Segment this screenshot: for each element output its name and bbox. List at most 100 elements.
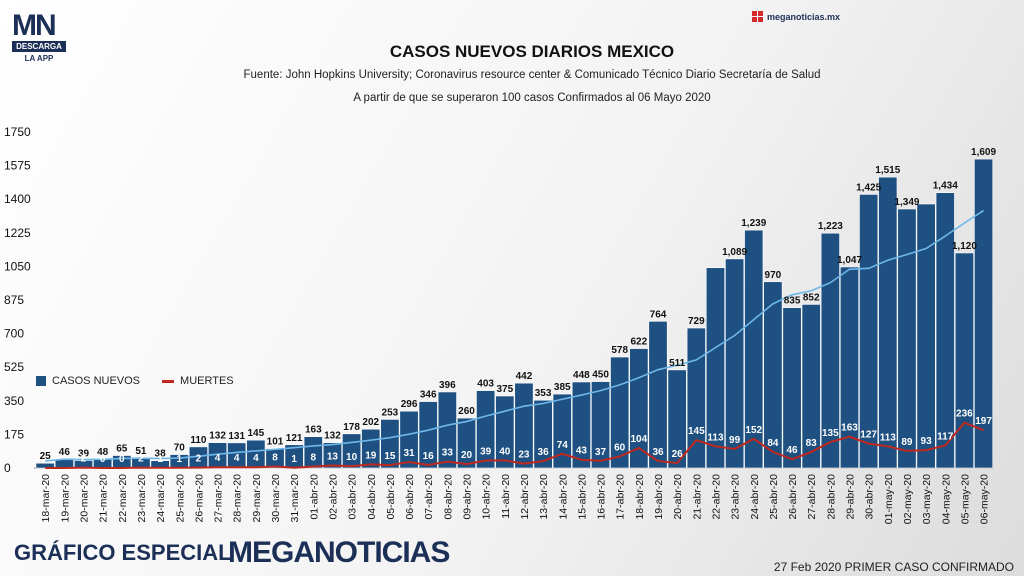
x-tick-label: 05-may-20 [959,474,971,524]
y-tick-label: 1050 [4,259,31,273]
y-tick-label: 175 [4,427,24,441]
legend-swatch-deaths [162,379,175,383]
death-data-label: 40 [499,446,511,457]
death-data-label: 197 [975,416,992,427]
death-data-label: 104 [631,434,648,445]
x-tick-label: 23-abr-20 [730,474,742,520]
death-data-label: 10 [346,452,358,463]
death-data-label: 135 [822,428,839,439]
x-tick-label: 25-mar-20 [174,474,186,523]
death-data-label: 4 [253,453,259,464]
death-data-label: 60 [614,442,626,453]
case-data-label: 375 [496,384,513,395]
case-data-label: 101 [267,437,284,448]
legend-label-deaths: MUERTES [180,375,234,387]
case-data-label: 1,434 [933,181,958,192]
case-data-label: 403 [477,379,494,390]
death-data-label: 89 [901,437,913,448]
x-tick-label: 20-mar-20 [79,474,91,523]
x-tick-label: 28-abr-20 [825,474,837,520]
x-tick-label: 09-abr-20 [462,474,474,520]
death-data-label: 16 [423,451,435,462]
death-data-label: 23 [518,450,530,461]
case-data-label: 1,120 [952,241,977,252]
x-tick-label: 23-mar-20 [136,474,148,523]
death-data-label: 2 [196,454,202,465]
x-tick-label: 28-mar-20 [232,474,244,523]
case-data-label: 178 [343,422,360,433]
bar [361,428,381,469]
y-tick-label: 525 [4,360,24,374]
death-data-label: 31 [403,448,415,459]
x-tick-label: 11-abr-20 [500,474,512,519]
x-tick-label: 15-abr-20 [576,474,588,520]
chart-title: CASOS NUEVOS DIARIOS MEXICO [389,42,675,61]
x-tick-label: 03-may-20 [921,474,933,524]
x-tick-label: 14-abr-20 [557,474,569,520]
bar [897,208,917,469]
x-tick-label: 30-abr-20 [864,474,876,520]
x-tick-label: 19-abr-20 [653,474,665,520]
death-data-label: 127 [860,430,877,441]
case-data-label: 260 [458,406,475,417]
x-tick-label: 26-abr-20 [787,474,799,520]
case-data-label: 39 [78,449,90,460]
bar [571,381,591,469]
death-data-label: 83 [806,438,818,449]
y-tick-label: 1575 [4,159,31,173]
death-data-label: 113 [707,432,724,443]
case-data-label: 38 [155,449,167,460]
case-data-label: 764 [650,309,667,320]
x-tick-label: 07-abr-20 [423,474,435,520]
case-data-label: 132 [209,431,226,442]
bar [954,252,974,469]
legend-item-cases: CASOS NUEVOS [36,375,140,387]
bar [610,356,630,469]
bar [629,348,649,469]
bar [974,158,994,469]
x-tick-label: 30-mar-20 [270,474,282,523]
x-tick-label: 21-mar-20 [98,474,110,523]
death-data-label: 15 [384,451,396,462]
case-data-label: 70 [174,443,186,454]
case-data-label: 1,515 [875,165,900,176]
death-data-label: 36 [538,447,550,458]
case-data-label: 1,223 [818,221,843,232]
case-data-label: 622 [631,337,648,348]
bar [437,391,457,469]
death-data-label: 2 [138,454,144,465]
bar [418,401,438,469]
case-data-label: 1,425 [856,182,881,193]
case-data-label: 346 [420,390,437,401]
death-data-label: 26 [672,449,684,460]
x-tick-label: 10-abr-20 [481,474,493,520]
death-data-label: 36 [652,447,664,458]
x-tick-label: 31-mar-20 [289,474,301,523]
case-data-label: 835 [784,296,801,307]
y-tick-label: 1750 [4,125,31,139]
case-data-label: 25 [40,451,52,462]
bar [648,321,668,469]
case-data-label: 396 [439,380,456,391]
x-tick-label: 22-abr-20 [710,474,722,520]
legend-label-cases: CASOS NUEVOS [52,375,141,387]
meganoticias-app-logo[interactable]: MN DESCARGA LA APP [12,11,66,63]
case-data-label: 970 [765,270,782,281]
death-data-label: 4 [234,453,240,464]
bar [322,442,342,469]
case-data-label: 202 [362,417,379,428]
bar [839,266,859,469]
logo-download-label: DESCARGA [12,41,66,52]
footer-special-label: GRÁFICO ESPECIAL [14,540,232,565]
x-tick-label: 04-abr-20 [366,474,378,520]
x-tick-label: 21-abr-20 [691,474,703,520]
death-data-label: 236 [956,409,973,420]
death-data-label: 93 [921,436,933,447]
death-data-label: 33 [442,448,454,459]
death-data-label: 1 [176,454,182,465]
site-link[interactable]: meganoticias.mx [752,11,840,22]
x-tick-label: 08-abr-20 [442,474,454,520]
x-tick-label: 29-abr-20 [845,474,857,520]
x-tick-label: 25-abr-20 [768,474,780,520]
bar [552,393,572,469]
